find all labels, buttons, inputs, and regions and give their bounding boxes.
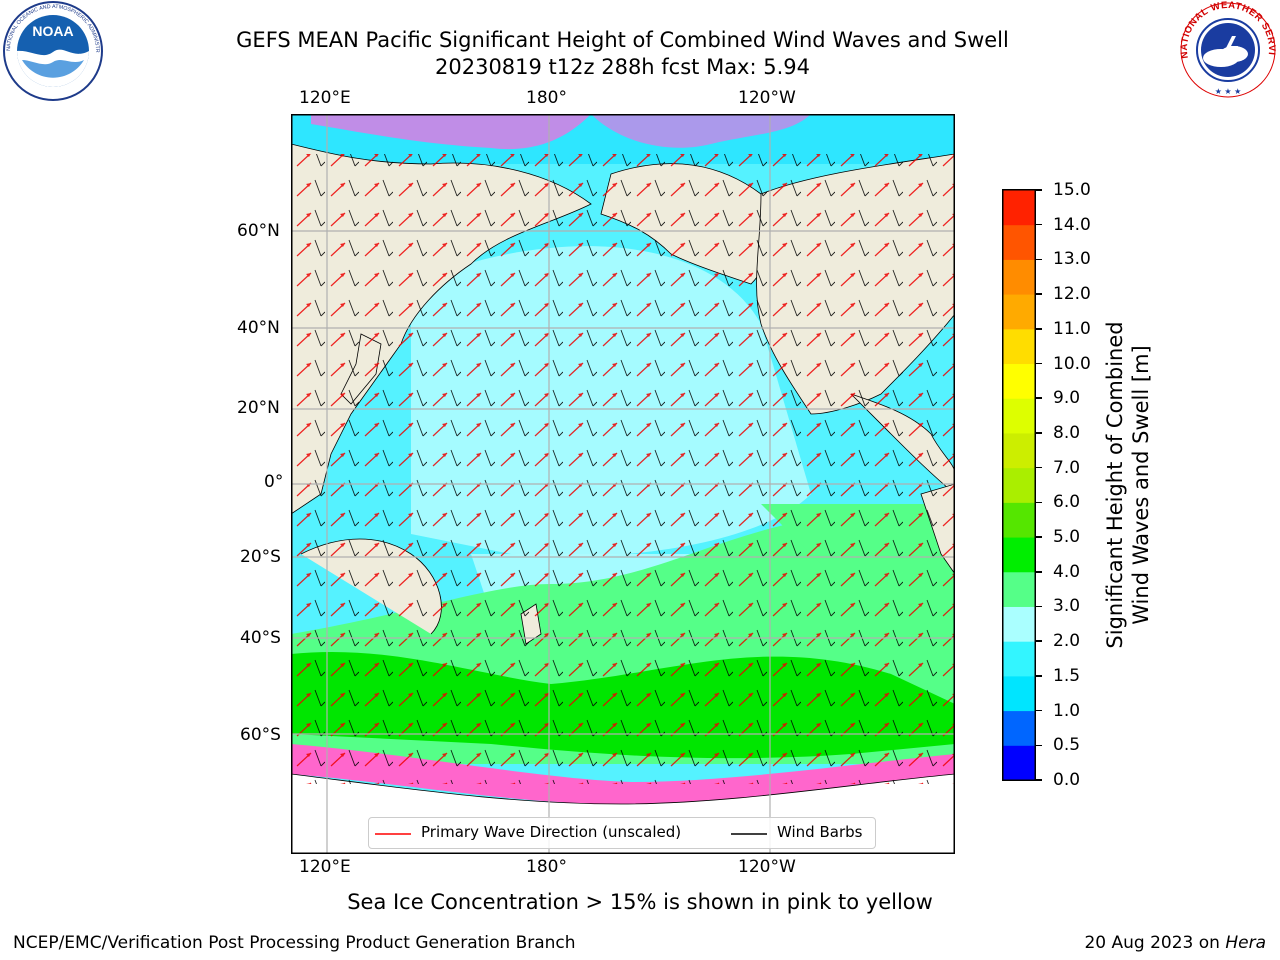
lon-label-bottom-180: 180°	[526, 857, 567, 877]
colorbar-segment	[1003, 224, 1035, 260]
colorbar-segment	[1003, 328, 1035, 365]
svg-text:NOAA: NOAA	[32, 23, 73, 39]
colorbar-tick-label: 9.0	[1053, 388, 1081, 409]
colorbar-label: Significant Height of Combined Wind Wave…	[1102, 321, 1154, 648]
legend-wave-direction-label: Primary Wave Direction (unscaled)	[421, 823, 682, 841]
colorbar-tick-label: 4.0	[1053, 561, 1081, 582]
colorbar-tick-mark	[1036, 397, 1042, 399]
colorbar-segment	[1003, 571, 1035, 607]
colorbar-segment	[1003, 398, 1035, 434]
colorbar-tick-label: 7.0	[1053, 457, 1081, 478]
colorbar-tick-label: 2.0	[1053, 631, 1081, 652]
lat-label-40n: 40°N	[237, 318, 280, 338]
lon-label-top-120w: 120°W	[738, 88, 796, 108]
lat-label-40s: 40°S	[240, 628, 281, 648]
colorbar-tick-mark	[1036, 744, 1042, 747]
sea-ice-note: Sea Ice Concentration > 15% is shown in …	[347, 890, 933, 914]
colorbar-label-line2: Wind Waves and Swell [m]	[1129, 345, 1153, 625]
colorbar-tick-mark	[1036, 258, 1042, 261]
colorbar	[1002, 189, 1036, 781]
colorbar-tick-mark	[1036, 466, 1042, 469]
footer-date: 20 Aug 2023 on Hera	[1084, 933, 1266, 953]
colorbar-segment	[1003, 710, 1035, 746]
footer-machine: Hera	[1225, 933, 1266, 953]
map-frame	[291, 114, 955, 854]
chart-title-line2: 20230819 t12z 288h fcst Max: 5.94	[435, 55, 810, 79]
map-gridlines	[291, 114, 955, 854]
colorbar-tick-mark	[1036, 223, 1042, 226]
colorbar-segment	[1003, 675, 1035, 712]
colorbar-tick-label: 5.0	[1053, 527, 1081, 548]
sea-ice-south	[291, 744, 955, 804]
colorbar-tick-label: 12.0	[1053, 284, 1091, 305]
colorbar-tick-mark	[1036, 536, 1042, 538]
colorbar-tick-mark	[1036, 571, 1042, 573]
colorbar-tick-mark	[1036, 675, 1042, 677]
colorbar-segment	[1003, 294, 1035, 330]
colorbar-tick-label: 8.0	[1053, 422, 1081, 443]
colorbar-tick-mark	[1036, 328, 1042, 330]
colorbar-segment	[1003, 259, 1035, 295]
lon-label-top-120e: 120°E	[299, 88, 351, 108]
colorbar-segment	[1003, 363, 1035, 399]
colorbar-tick-label: 1.5	[1053, 665, 1081, 686]
colorbar-tick-label: 0.0	[1053, 770, 1081, 790]
colorbar-tick-mark	[1036, 779, 1042, 781]
wave-direction-legend-line	[375, 833, 411, 835]
colorbar-segment	[1003, 432, 1035, 469]
lon-label-bottom-120w: 120°W	[738, 857, 796, 877]
colorbar-tick-label: 14.0	[1053, 214, 1091, 235]
colorbar-label-line1: Significant Height of Combined	[1103, 321, 1127, 649]
colorbar-tick-mark	[1036, 501, 1042, 504]
legend-wind-barbs-label: Wind Barbs	[777, 823, 863, 841]
colorbar-segment	[1003, 190, 1035, 226]
colorbar-tick-mark	[1036, 189, 1042, 191]
lat-label-60s: 60°S	[240, 725, 281, 745]
lat-label-20n: 20°N	[237, 398, 280, 418]
wind-barbs-legend-line	[731, 833, 767, 835]
colorbar-tick-mark	[1036, 640, 1042, 642]
colorbar-segment	[1003, 502, 1035, 538]
colorbar-tick-mark	[1036, 362, 1042, 365]
colorbar-tick-label: 11.0	[1053, 318, 1091, 339]
colorbar-tick-label: 3.0	[1053, 596, 1081, 617]
colorbar-segment	[1003, 745, 1035, 781]
noaa-logo: NOAA NATIONAL OCEANIC AND ATMOSPHERIC AD…	[2, 0, 103, 101]
sea-ice-north	[311, 114, 591, 150]
svg-text:★ ★ ★: ★ ★ ★	[1215, 87, 1242, 96]
colorbar-tick-mark	[1036, 293, 1042, 295]
footer-credit: NCEP/EMC/Verification Post Processing Pr…	[13, 933, 576, 953]
lat-label-20s: 20°S	[240, 547, 281, 567]
colorbar-segment	[1003, 641, 1035, 677]
colorbar-tick-mark	[1036, 709, 1042, 712]
colorbar-tick-label: 6.0	[1053, 492, 1081, 513]
colorbar-tick-label: 15.0	[1053, 180, 1091, 200]
colorbar-segment	[1003, 467, 1035, 503]
colorbar-tick-label: 1.0	[1053, 700, 1081, 721]
lon-label-bottom-120e: 120°E	[299, 857, 351, 877]
colorbar-tick-label: 13.0	[1053, 249, 1091, 270]
nws-logo: NATIONAL WEATHER SERVICE ★ ★ ★	[1176, 0, 1276, 98]
lat-label-60n: 60°N	[237, 221, 280, 241]
colorbar-tick-label: 10.0	[1053, 353, 1091, 374]
colorbar-tick-mark	[1036, 605, 1042, 608]
wave-height-map	[291, 114, 955, 854]
map-legend: Primary Wave Direction (unscaled) Wind B…	[368, 817, 876, 849]
colorbar-tick-label: 0.5	[1053, 735, 1081, 756]
chart-title-line1: GEFS MEAN Pacific Significant Height of …	[236, 28, 1009, 52]
wind-barbs-and-wave-direction-field	[291, 154, 955, 784]
lat-label-eq: 0°	[264, 472, 284, 492]
colorbar-segment	[1003, 537, 1035, 573]
colorbar-segment	[1003, 606, 1035, 642]
colorbar-tick-mark	[1036, 432, 1042, 434]
footer-date-text: 20 Aug 2023 on	[1084, 933, 1226, 953]
lon-label-top-180: 180°	[526, 88, 567, 108]
